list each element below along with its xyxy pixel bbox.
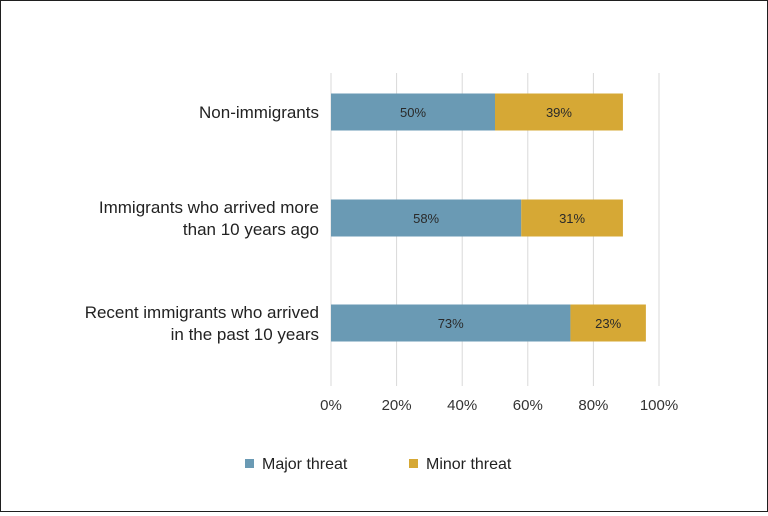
major-threat-bar-1 — [331, 199, 522, 237]
major-threat-bar-0 — [331, 93, 495, 131]
x-tick-label-60: 60% — [513, 397, 543, 414]
major-threat-legend-swatch — [245, 459, 254, 468]
x-tick-label-20: 20% — [382, 397, 412, 414]
minor-threat-bar-0 — [495, 93, 623, 131]
minor-threat-bar-2 — [570, 304, 646, 342]
x-axis-ticks: 0% 20% 40% 60% 80% 100% — [320, 397, 678, 414]
category-labels: Non-immigrants Immigrants who arrived mor… — [85, 103, 319, 344]
major-threat-value-label-2: 73% — [438, 316, 464, 331]
category-label-line: Non-immigrants — [199, 103, 319, 122]
category-label-line: than 10 years ago — [183, 220, 319, 239]
minor-threat-legend-label: Minor threat — [426, 456, 512, 473]
category-label-line: in the past 10 years — [171, 325, 319, 344]
x-tick-label-40: 40% — [447, 397, 477, 414]
minor-threat-value-label-2: 23% — [595, 316, 621, 331]
minor-threat-legend-swatch — [409, 459, 418, 468]
x-tick-label-80: 80% — [578, 397, 608, 414]
major-threat-value-label-1: 58% — [413, 211, 439, 226]
category-label-line: Immigrants who arrived more — [99, 198, 319, 217]
category-label-1: Immigrants who arrived more than 10 years… — [99, 198, 319, 239]
major-threat-legend-label: Major threat — [262, 456, 348, 473]
x-tick-label-100: 100% — [640, 397, 678, 414]
major-threat-bar-2 — [331, 304, 571, 342]
minor-threat-bar-1 — [521, 199, 623, 237]
legend: Major threat Minor threat — [245, 456, 512, 473]
minor-threat-value-label-0: 39% — [546, 105, 572, 120]
category-label-0: Non-immigrants — [199, 103, 319, 122]
major-threat-value-label-0: 50% — [400, 105, 426, 120]
x-tick-label-0: 0% — [320, 397, 342, 414]
minor-threat-value-label-1: 31% — [559, 211, 585, 226]
category-label-2: Recent immigrants who arrived in the past… — [85, 303, 319, 344]
category-label-line: Recent immigrants who arrived — [85, 303, 319, 322]
bars: 50% 39% 58% 31% 73% 23% — [331, 93, 646, 342]
